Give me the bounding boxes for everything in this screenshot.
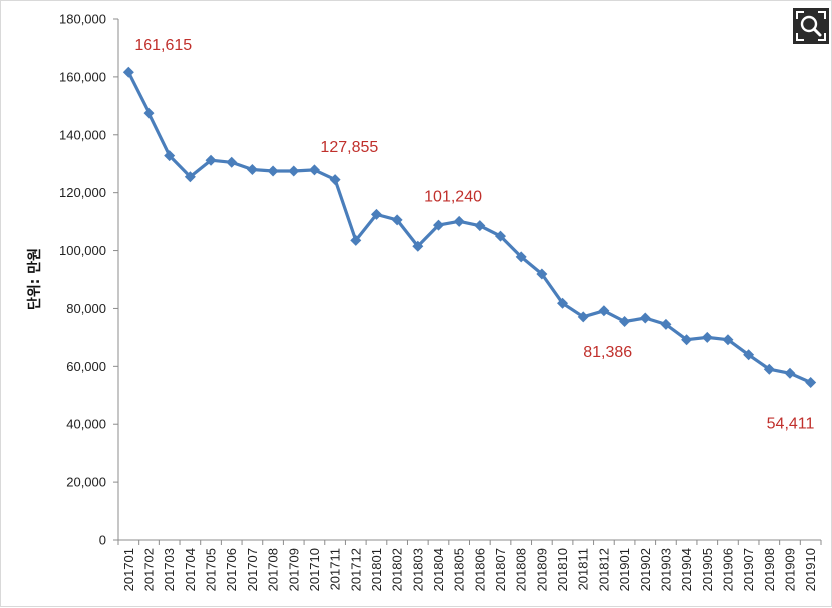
x-tick-label: 201712 [348, 548, 363, 591]
data-point [784, 367, 796, 379]
y-tick-label: 160,000 [59, 69, 106, 84]
data-point [743, 349, 755, 361]
data-point [515, 251, 527, 263]
data-labels: 161,615 127,855 101,240 81,386 54,411 [134, 37, 814, 432]
x-tick-label: 201905 [700, 548, 715, 591]
x-tick-label: 201803 [410, 548, 425, 591]
x-tick-label: 201810 [555, 548, 570, 591]
x-tick-label: 201811 [576, 548, 591, 590]
x-tick-label: 201701 [121, 548, 136, 591]
data-point [350, 234, 362, 246]
data-point [639, 312, 651, 324]
x-tick-label: 201907 [741, 548, 756, 591]
data-point [681, 334, 693, 346]
data-point [308, 164, 320, 176]
x-tick-label: 201708 [266, 548, 281, 591]
x-tick-label: 201902 [638, 548, 653, 591]
x-tick-label: 201909 [782, 548, 797, 591]
data-point [495, 230, 507, 242]
y-tick-label: 40,000 [66, 417, 106, 432]
data-point [577, 311, 589, 323]
x-tick-label: 201908 [762, 548, 777, 591]
data-point [474, 220, 486, 232]
data-point [722, 334, 734, 346]
x-tick-label: 201901 [617, 548, 632, 591]
data-point [557, 297, 569, 309]
y-tick-label: 60,000 [66, 359, 106, 374]
data-point [143, 107, 155, 119]
zoom-button[interactable] [793, 8, 829, 44]
data-label: 127,855 [320, 139, 378, 156]
data-point [763, 363, 775, 375]
y-tick-label: 100,000 [59, 243, 106, 258]
x-tick-label: 201812 [596, 548, 611, 591]
x-tick-label: 201807 [493, 548, 508, 591]
x-tick-label: 201706 [224, 548, 239, 591]
x-tick-label: 201904 [679, 548, 694, 591]
data-point [288, 165, 300, 177]
x-tick-label: 201910 [803, 548, 818, 591]
x-tick-label: 201808 [514, 548, 529, 591]
y-tick-label: 0 [99, 533, 106, 548]
data-point [122, 66, 134, 78]
x-tick-label: 201906 [720, 548, 735, 591]
data-point [226, 156, 238, 168]
x-tick-label: 201804 [431, 548, 446, 591]
data-point [164, 150, 176, 162]
x-tick-label: 201709 [286, 548, 301, 591]
data-point [267, 165, 279, 177]
y-tick-label: 120,000 [59, 185, 106, 200]
y-tick-label: 140,000 [59, 127, 106, 142]
data-point [412, 240, 424, 252]
x-tick-label: 201809 [534, 548, 549, 591]
y-tick-label: 180,000 [59, 12, 106, 27]
data-point [205, 154, 217, 166]
y-axis-label: 단위: 만원 [26, 248, 43, 310]
data-point [598, 305, 610, 317]
x-tick-label: 201903 [658, 548, 673, 591]
data-point [370, 208, 382, 220]
y-tick-label: 20,000 [66, 475, 106, 490]
data-point [391, 214, 403, 226]
data-label: 161,615 [134, 37, 192, 54]
data-point [453, 215, 465, 227]
axes [117, 19, 821, 541]
x-tick-label: 201805 [452, 548, 467, 591]
data-point [184, 171, 196, 183]
x-tick-label: 201707 [245, 548, 260, 591]
data-point [701, 331, 713, 343]
data-point [660, 318, 672, 330]
x-tick-label: 201702 [142, 548, 157, 591]
x-tick-label: 201711 [328, 548, 343, 590]
data-point [536, 268, 548, 280]
x-tick-label: 201801 [369, 548, 384, 591]
y-axis-ticks: 0 20,000 40,000 60,000 80,000 100,000 120,000 1… [59, 12, 118, 548]
data-label: 81,386 [583, 344, 632, 361]
data-label: 54,411 [767, 416, 815, 433]
x-tick-label: 201710 [307, 548, 322, 591]
x-axis-ticks: 201701 201702 201703 201704 201705 201706 2017… [117, 540, 822, 591]
x-tick-label: 201704 [183, 548, 198, 591]
series [122, 66, 817, 389]
data-point [619, 315, 631, 327]
data-point [246, 164, 258, 176]
x-tick-label: 201705 [204, 548, 219, 591]
x-tick-label: 201802 [390, 548, 405, 591]
magnifier-icon [796, 11, 826, 41]
data-point [805, 377, 817, 389]
y-tick-label: 80,000 [66, 301, 106, 316]
data-point [329, 174, 341, 186]
x-tick-label: 201703 [162, 548, 177, 591]
data-label: 101,240 [424, 188, 482, 205]
x-tick-label: 201806 [472, 548, 487, 591]
data-point [432, 219, 444, 231]
series-line [126, 70, 813, 385]
